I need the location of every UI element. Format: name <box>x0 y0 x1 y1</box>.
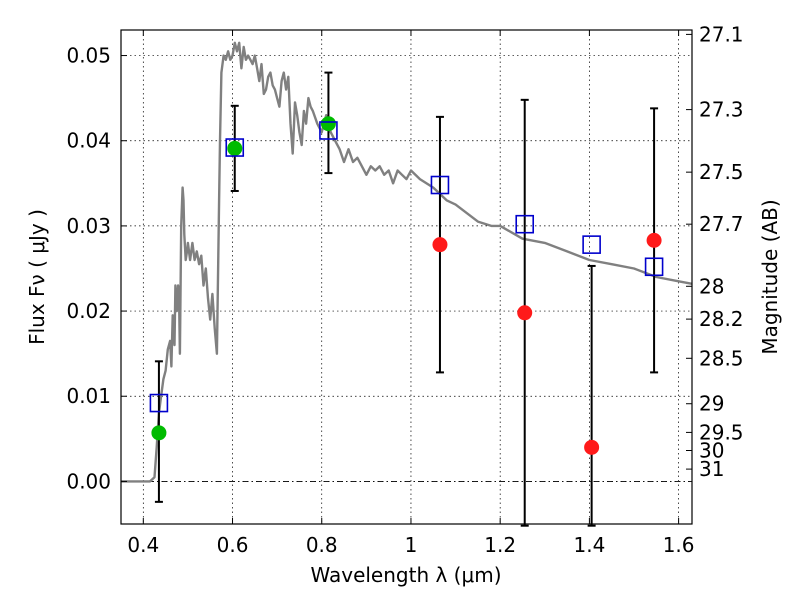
data-point-square <box>644 257 664 277</box>
y-tick-label: 0.02 <box>66 299 111 323</box>
magnitude-tick-label: 28.5 <box>699 346 744 370</box>
x-tick-label: 1 <box>405 533 418 557</box>
magnitude-tick-label: 29 <box>699 392 724 416</box>
y-tick-label: 0.01 <box>66 384 111 408</box>
data-point-circle <box>584 439 600 455</box>
magnitude-tick-label: 30 <box>699 438 724 462</box>
y-axis-label: Flux Fν ( μJy ) <box>25 209 49 345</box>
magnitude-tick-label: 27.5 <box>699 160 744 184</box>
y-tick-label: 0.04 <box>66 129 111 153</box>
model-spectrum-line <box>121 41 693 483</box>
magnitude-tick-label: 27.7 <box>699 212 744 236</box>
x-tick-label: 0.4 <box>127 533 159 557</box>
data-point-square <box>319 121 338 140</box>
magnitude-tick-label: 27.1 <box>699 22 744 46</box>
data-point-circle <box>432 237 448 253</box>
data-point-circle <box>227 140 243 156</box>
y-tick-label: 0.00 <box>66 469 111 493</box>
magnitude-tick-label: 27.3 <box>699 98 744 122</box>
data-point-circle <box>320 116 336 132</box>
data-point-square <box>582 235 601 254</box>
x-tick-label: 1.4 <box>573 533 605 557</box>
magnitude-tick-label: 28.2 <box>699 307 744 331</box>
x-tick-label: 0.8 <box>306 533 338 557</box>
plot-frame <box>120 29 693 525</box>
data-point-circle <box>646 232 662 248</box>
x-tick-label: 0.6 <box>217 533 249 557</box>
y-tick-label: 0.03 <box>66 214 111 238</box>
x-tick-label: 1.2 <box>484 533 516 557</box>
data-point-square <box>225 138 245 157</box>
data-point-circle <box>151 425 167 441</box>
data-point-circle <box>517 305 533 321</box>
plot-area <box>121 41 693 527</box>
data-point-square <box>515 214 535 234</box>
x-tick-label: 1.6 <box>663 533 695 557</box>
data-point-square <box>149 393 169 413</box>
y-tick-label: 0.05 <box>66 44 111 68</box>
axis-ticks: 0.4 0.6 0.8 1 1.2 1.4 1.6 0.00 0.01 0.02 0.03 0.04 0… <box>66 22 743 557</box>
right-axis-label: Magnitude (AB) <box>758 199 782 354</box>
magnitude-tick-label: 29.5 <box>699 420 744 444</box>
x-axis-label: Wavelength λ (μm) <box>310 563 501 587</box>
magnitude-tick-label: 31 <box>699 457 724 481</box>
data-point-square <box>430 175 450 195</box>
magnitude-tick-label: 28 <box>699 274 724 298</box>
